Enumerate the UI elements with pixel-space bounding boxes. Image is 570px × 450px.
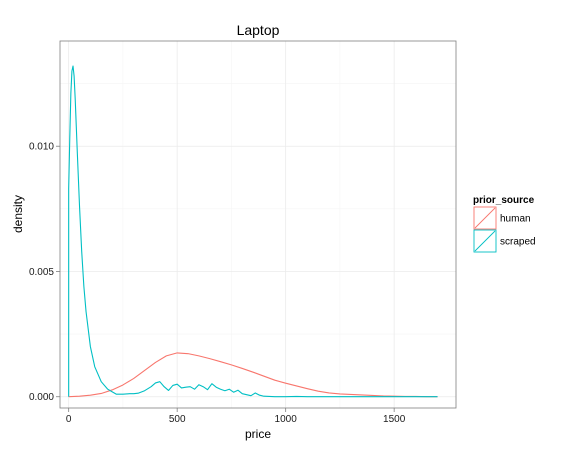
- plot-panel: [60, 41, 456, 408]
- y-tick-label: 0.005: [29, 267, 54, 278]
- chart-title: Laptop: [237, 22, 280, 38]
- y-tick-label: 0.000: [29, 392, 54, 403]
- legend-label-human: human: [500, 214, 531, 225]
- y-axis-title: density: [11, 195, 25, 233]
- x-axis-title: price: [245, 427, 271, 441]
- x-tick-label: 1000: [275, 414, 298, 425]
- x-tick-label: 0: [66, 414, 72, 425]
- legend-title: prior_source: [473, 195, 535, 206]
- x-tick-label: 1500: [383, 414, 406, 425]
- x-tick-label: 500: [169, 414, 186, 425]
- plot-area: [60, 41, 456, 408]
- y-tick-label: 0.010: [29, 142, 54, 153]
- legend: prior_source human scraped: [473, 195, 536, 252]
- legend-label-scraped: scraped: [500, 237, 536, 248]
